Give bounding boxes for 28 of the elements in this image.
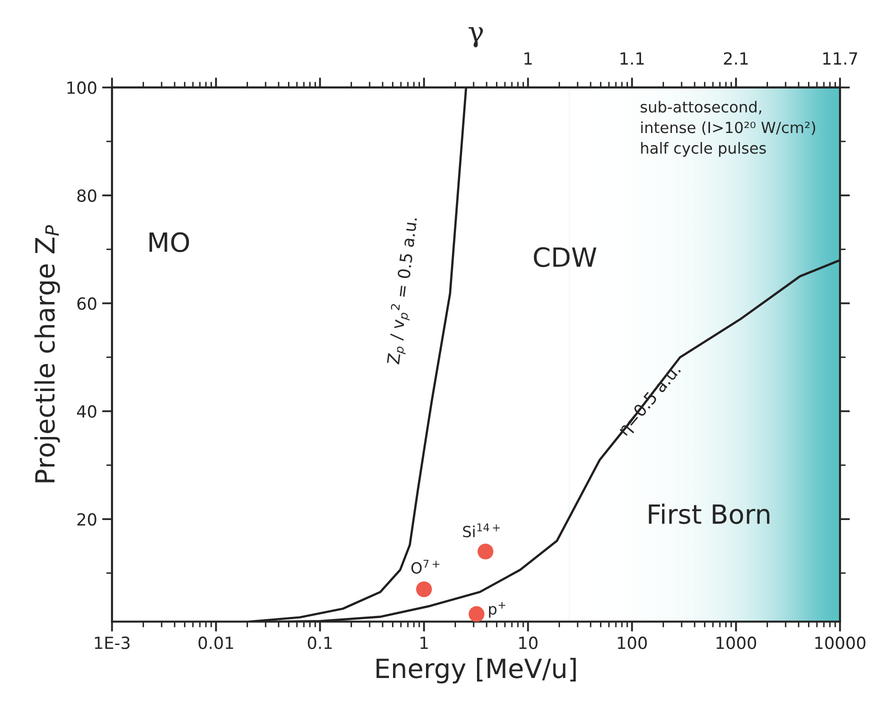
- text: 2.1: [724, 52, 748, 65]
- x-tick-label: 0.01: [198, 636, 234, 650]
- annotation: p$^{+}$: [489, 602, 506, 618]
- x-tick-label: 1E-3: [94, 636, 130, 650]
- text: 1: [524, 52, 532, 65]
- text: 1.1: [620, 52, 644, 65]
- y-tick-label: 80: [77, 189, 96, 202]
- y-tick-label: 60: [77, 297, 96, 310]
- text: 11.7: [823, 52, 858, 65]
- x-tick-label: 10000: [815, 636, 866, 650]
- y-tick-label: 40: [77, 405, 96, 418]
- annotation: MO: [150, 232, 189, 252]
- x-tick-label: 1000: [716, 636, 756, 650]
- annotation: Z$_{p}$ / v$_{p}$$^{2}$ = 0.5 a.u.: [384, 216, 422, 366]
- y-axis-title: Projectile charge Z$_{P}$: [34, 225, 60, 482]
- y-tick-label: 20: [77, 513, 96, 526]
- x-axis-title: Energy [MeV/u]: [376, 658, 576, 684]
- x2-axis-title: γ: [468, 27, 483, 48]
- annotation: CDW: [534, 247, 596, 268]
- x-tick-label: 100: [618, 636, 647, 650]
- x-tick-label: 0.1: [308, 636, 332, 650]
- annotation: sub-attosecond, intense (I>10²⁰ W/cm²) half cycle pulses: [640, 100, 816, 157]
- annotation: Si$^{14+}$: [463, 523, 500, 538]
- annotation: First Born: [648, 504, 770, 524]
- annotation: O$^{7+}$: [411, 560, 440, 574]
- x-tick-label: 1: [420, 636, 428, 649]
- y-tick-label: 100: [67, 81, 96, 94]
- x-tick-label: 10: [519, 636, 538, 650]
